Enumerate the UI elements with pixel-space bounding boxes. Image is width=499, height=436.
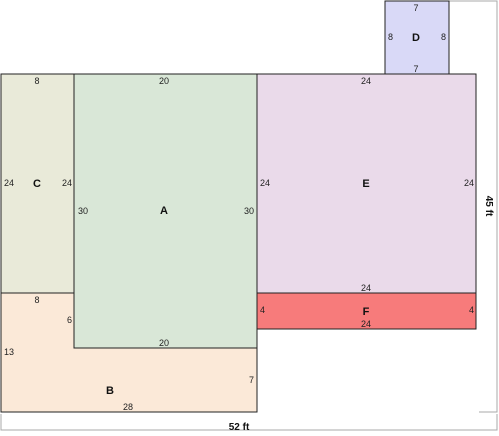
room-d-right-dimension: 8 [441,32,446,42]
room-b-left-dimension: 13 [4,347,14,357]
room-d-bottom-dimension: 7 [413,64,418,74]
room-e-label: E [362,178,369,190]
room-a-top-dimension: 20 [159,76,169,86]
room-e-bottom-dimension: 24 [361,283,371,293]
room-d[interactable]: D 7 8 8 7 [384,0,450,75]
room-f[interactable]: F 4 4 24 [256,292,477,330]
room-b-label: B [106,385,114,397]
room-b-top-dimension: 8 [34,295,39,305]
room-a-bottom-dimension: 20 [159,338,169,348]
room-e-shape [256,73,477,294]
room-f-shape [256,292,477,330]
room-a-label: A [160,205,168,217]
room-a-right-dimension: 30 [244,206,254,216]
room-c[interactable]: C 8 24 24 [0,73,75,294]
total-width-label: 52 ft [229,422,250,433]
room-c-right-dimension: 24 [62,178,72,188]
room-e-top-dimension: 24 [361,76,371,86]
room-c-top-dimension: 8 [34,76,39,86]
width-dimension-line [0,414,498,431]
room-f-right-dimension: 4 [469,305,474,315]
room-c-label: C [33,178,41,190]
room-a-left-dimension: 30 [78,206,88,216]
room-a-shape [73,73,258,349]
room-a[interactable]: A 20 30 30 20 [73,73,258,349]
room-f-label: F [363,306,370,318]
total-height-label: 45 ft [483,196,494,217]
room-d-top-dimension: 7 [413,3,418,13]
room-b-bottom-dimension: 28 [123,402,133,412]
height-dimension-line [449,0,498,413]
room-c-left-dimension: 24 [4,178,14,188]
room-d-label: D [412,32,420,44]
room-b-right-dimension: 7 [249,375,254,385]
room-e-right-dimension: 24 [464,178,474,188]
room-b-inner-dimension: 6 [67,315,72,325]
room-e-left-dimension: 24 [260,178,270,188]
room-e[interactable]: E 24 24 24 24 [256,73,477,294]
room-f-left-dimension: 4 [260,305,265,315]
room-d-shape [384,0,450,75]
room-f-bottom-dimension: 24 [361,319,371,329]
room-c-shape [0,73,75,294]
room-d-left-dimension: 8 [388,32,393,42]
